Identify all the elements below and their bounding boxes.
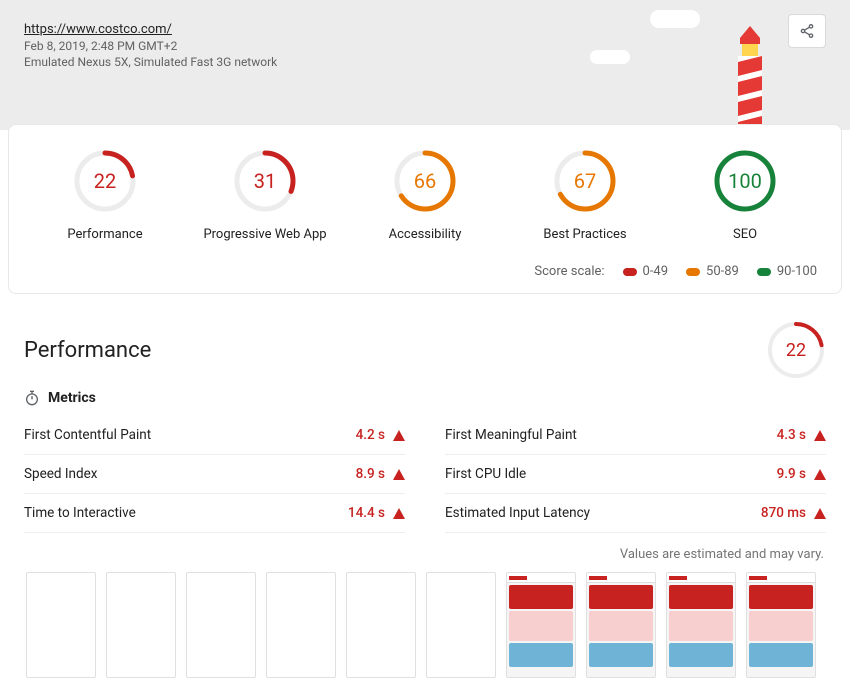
audited-url[interactable]: https://www.costco.com/ xyxy=(24,22,172,37)
scale-item: 50-89 xyxy=(686,264,739,279)
scale-item: 0-49 xyxy=(623,264,669,279)
section-title: Performance xyxy=(24,338,151,363)
filmstrip-frame xyxy=(666,572,736,678)
filmstrip-frame xyxy=(26,572,96,678)
score-gauge: 67 xyxy=(553,149,617,213)
filmstrip-frame xyxy=(586,572,656,678)
score-item[interactable]: 67 Best Practices xyxy=(505,149,665,242)
score-scale: Score scale: 0-49 50-89 90-100 xyxy=(25,264,825,279)
score-gauge: 100 xyxy=(713,149,777,213)
performance-gauge: 22 xyxy=(766,320,826,380)
metric-value: 14.4 s xyxy=(348,505,405,521)
audit-timestamp: Feb 8, 2019, 2:48 PM GMT+2 xyxy=(24,39,826,53)
scores-row: 22 Performance 31 Progressive Web App 66… xyxy=(25,149,825,242)
metric-name: First Contentful Paint xyxy=(24,427,151,443)
metric-name: Speed Index xyxy=(24,466,97,482)
score-gauge: 22 xyxy=(73,149,137,213)
filmstrip-frame xyxy=(346,572,416,678)
score-label: Best Practices xyxy=(505,227,665,242)
metric-row: First Meaningful Paint 4.3 s xyxy=(445,416,826,455)
filmstrip-frame xyxy=(266,572,336,678)
filmstrip-frame xyxy=(506,572,576,678)
metrics-label: Metrics xyxy=(48,390,96,406)
metric-row: Time to Interactive 14.4 s xyxy=(24,494,405,533)
score-label: Progressive Web App xyxy=(185,227,345,242)
score-label: SEO xyxy=(665,227,825,242)
filmstrip-frame xyxy=(186,572,256,678)
metric-row: First Contentful Paint 4.2 s xyxy=(24,416,405,455)
report-header: https://www.costco.com/ Feb 8, 2019, 2:4… xyxy=(0,0,850,130)
performance-section: Performance 22 Metrics First Contentful … xyxy=(0,300,850,678)
metric-name: First CPU Idle xyxy=(445,466,526,482)
score-label: Accessibility xyxy=(345,227,505,242)
warning-icon xyxy=(814,469,826,480)
score-label: Performance xyxy=(25,227,185,242)
stopwatch-icon xyxy=(24,390,40,406)
filmstrip-frame xyxy=(746,572,816,678)
metrics-heading: Metrics xyxy=(24,390,826,406)
metric-value: 4.3 s xyxy=(777,427,826,443)
metric-name: First Meaningful Paint xyxy=(445,427,577,443)
score-item[interactable]: 66 Accessibility xyxy=(345,149,505,242)
cloud-icon xyxy=(650,10,700,28)
scores-card: 22 Performance 31 Progressive Web App 66… xyxy=(8,124,842,294)
metrics-column-left: First Contentful Paint 4.2 sSpeed Index … xyxy=(24,416,405,533)
score-item[interactable]: 100 SEO xyxy=(665,149,825,242)
metric-row: Speed Index 8.9 s xyxy=(24,455,405,494)
share-button[interactable] xyxy=(788,14,826,48)
metric-value: 9.9 s xyxy=(777,466,826,482)
metric-name: Time to Interactive xyxy=(24,505,136,521)
cloud-icon xyxy=(590,50,630,64)
scale-item: 90-100 xyxy=(757,264,817,279)
warning-icon xyxy=(814,430,826,441)
score-item[interactable]: 22 Performance xyxy=(25,149,185,242)
metric-row: Estimated Input Latency 870 ms xyxy=(445,494,826,533)
metric-value: 8.9 s xyxy=(356,466,405,482)
audit-device: Emulated Nexus 5X, Simulated Fast 3G net… xyxy=(24,55,826,69)
filmstrip-frame xyxy=(106,572,176,678)
estimate-note: Values are estimated and may vary. xyxy=(24,547,826,562)
lighthouse-icon xyxy=(720,20,780,130)
metrics-column-right: First Meaningful Paint 4.3 sFirst CPU Id… xyxy=(445,416,826,533)
metric-name: Estimated Input Latency xyxy=(445,505,590,521)
share-icon xyxy=(799,23,815,39)
metric-value: 4.2 s xyxy=(356,427,405,443)
filmstrip-frame xyxy=(426,572,496,678)
metric-row: First CPU Idle 9.9 s xyxy=(445,455,826,494)
score-gauge: 31 xyxy=(233,149,297,213)
warning-icon xyxy=(393,508,405,519)
warning-icon xyxy=(393,469,405,480)
warning-icon xyxy=(393,430,405,441)
metric-value: 870 ms xyxy=(761,505,826,521)
filmstrip xyxy=(24,572,826,678)
score-item[interactable]: 31 Progressive Web App xyxy=(185,149,345,242)
score-scale-label: Score scale: xyxy=(534,264,604,279)
warning-icon xyxy=(814,508,826,519)
score-gauge: 66 xyxy=(393,149,457,213)
